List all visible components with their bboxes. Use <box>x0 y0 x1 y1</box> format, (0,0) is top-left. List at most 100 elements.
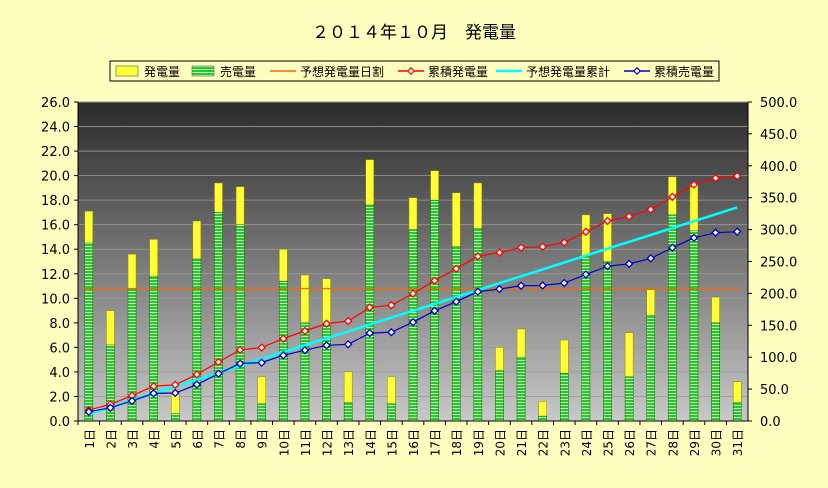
bar-sold <box>171 413 180 422</box>
x-tick-label: 29日 <box>688 429 702 456</box>
y2-tick-label: 350.0 <box>760 192 797 207</box>
y-tick-label: 4.0 <box>49 366 70 381</box>
point-marker <box>516 243 526 253</box>
point-marker <box>711 173 720 183</box>
legend: 発電量 売電量 予想発電量日割 累積発電量 予想発電量累計 累積売電量 <box>109 60 720 82</box>
legend-swatch <box>115 65 139 77</box>
point-marker <box>668 243 677 252</box>
point-marker <box>343 316 353 326</box>
y-tick-label: 0.0 <box>49 415 70 430</box>
point-marker <box>732 227 742 237</box>
point-marker <box>257 343 267 352</box>
point-marker <box>365 328 375 338</box>
point-marker <box>495 284 504 294</box>
point-marker <box>214 369 223 379</box>
point-marker <box>235 345 245 355</box>
point-marker <box>300 345 310 355</box>
bar-sold <box>711 322 720 422</box>
point-marker <box>538 281 547 290</box>
bar-sold <box>387 403 396 422</box>
x-tick-label: 15日 <box>385 429 399 456</box>
bar-sold <box>538 415 547 422</box>
y2-tick-label: 100.0 <box>760 351 797 366</box>
y-tick-label: 10.0 <box>41 292 70 307</box>
y-tick-label: 8.0 <box>49 317 70 332</box>
y-tick-label: 18.0 <box>41 194 70 209</box>
y2-tick-label: 450.0 <box>760 128 797 143</box>
y2-tick-label: 300.0 <box>760 224 797 239</box>
bar-sold <box>732 402 742 422</box>
x-tick-label: 24日 <box>580 429 594 456</box>
point-marker <box>387 300 396 310</box>
y-tick-label: 20.0 <box>41 170 70 185</box>
x-tick-label: 21日 <box>515 429 529 456</box>
legend-marker <box>632 66 642 76</box>
point-marker <box>365 303 375 312</box>
point-marker <box>495 248 504 257</box>
y2-tick-label: 250.0 <box>760 256 797 271</box>
x-tick-label: 6日 <box>191 429 205 449</box>
series-markers <box>84 171 742 417</box>
bar-sold <box>343 402 353 422</box>
x-tick-label: 28日 <box>666 429 680 456</box>
x-tick-label: 31日 <box>731 429 745 456</box>
point-marker <box>408 317 418 327</box>
point-marker <box>451 297 461 307</box>
x-tick-label: 17日 <box>429 429 443 456</box>
x-tick-label: 2日 <box>104 429 118 449</box>
point-marker <box>689 233 699 243</box>
legend-label: 累積売電量 <box>654 64 714 79</box>
x-tick-label: 10日 <box>277 429 291 456</box>
bar-sold <box>624 376 634 422</box>
bar-sold <box>365 204 375 422</box>
x-tick-label: 18日 <box>450 429 464 456</box>
point-marker <box>624 259 634 269</box>
point-marker <box>430 276 439 285</box>
legend-label: 売電量 <box>220 64 256 79</box>
point-marker <box>581 227 591 237</box>
point-marker <box>430 306 439 316</box>
x-tick-label: 11日 <box>299 429 313 456</box>
point-marker <box>84 407 94 417</box>
legend-label: 予想発電量日割 <box>300 64 384 79</box>
y-tick-label: 12.0 <box>41 268 70 283</box>
legend-swatch <box>191 65 215 77</box>
bar-sold <box>603 261 612 422</box>
y-tick-label: 2.0 <box>49 390 70 405</box>
chart-title: ２０１４年１０月 発電量 <box>312 23 516 43</box>
point-marker <box>106 403 115 413</box>
y2-tick-label: 150.0 <box>760 319 797 334</box>
point-marker <box>668 192 677 202</box>
point-marker <box>689 180 699 189</box>
x-tick-label: 23日 <box>558 429 572 456</box>
x-tick-label: 9日 <box>256 429 270 449</box>
x-tick-label: 27日 <box>645 429 659 456</box>
point-marker <box>322 319 331 328</box>
bar-sold <box>235 224 245 422</box>
x-tick-label: 25日 <box>602 429 616 456</box>
bar-sold <box>560 372 569 422</box>
x-tick-label: 20日 <box>493 429 507 456</box>
legend-label: 予想発電量累計 <box>526 64 610 79</box>
point-marker <box>603 261 612 271</box>
bar-sold <box>300 322 310 422</box>
point-marker <box>149 389 158 398</box>
point-marker <box>170 380 180 390</box>
point-marker <box>711 228 720 237</box>
point-marker <box>559 278 569 288</box>
x-axis: 1日 2日 3日 4日 5日 6日 7日 8日 9日 10日 11日 12日 13日 14日 15日 16日 1… <box>77 420 748 456</box>
bar-sold <box>581 256 591 422</box>
x-tick-label: 19日 <box>472 429 486 456</box>
point-marker <box>170 388 180 398</box>
point-marker <box>473 252 483 261</box>
x-tick-label: 22日 <box>537 429 551 456</box>
point-marker <box>192 370 202 379</box>
y-tick-label: 6.0 <box>49 341 70 356</box>
point-marker <box>732 171 742 181</box>
point-marker <box>581 270 591 279</box>
bar-sold <box>149 275 158 422</box>
x-tick-label: 7日 <box>212 429 226 449</box>
y-tick-label: 16.0 <box>41 219 70 234</box>
